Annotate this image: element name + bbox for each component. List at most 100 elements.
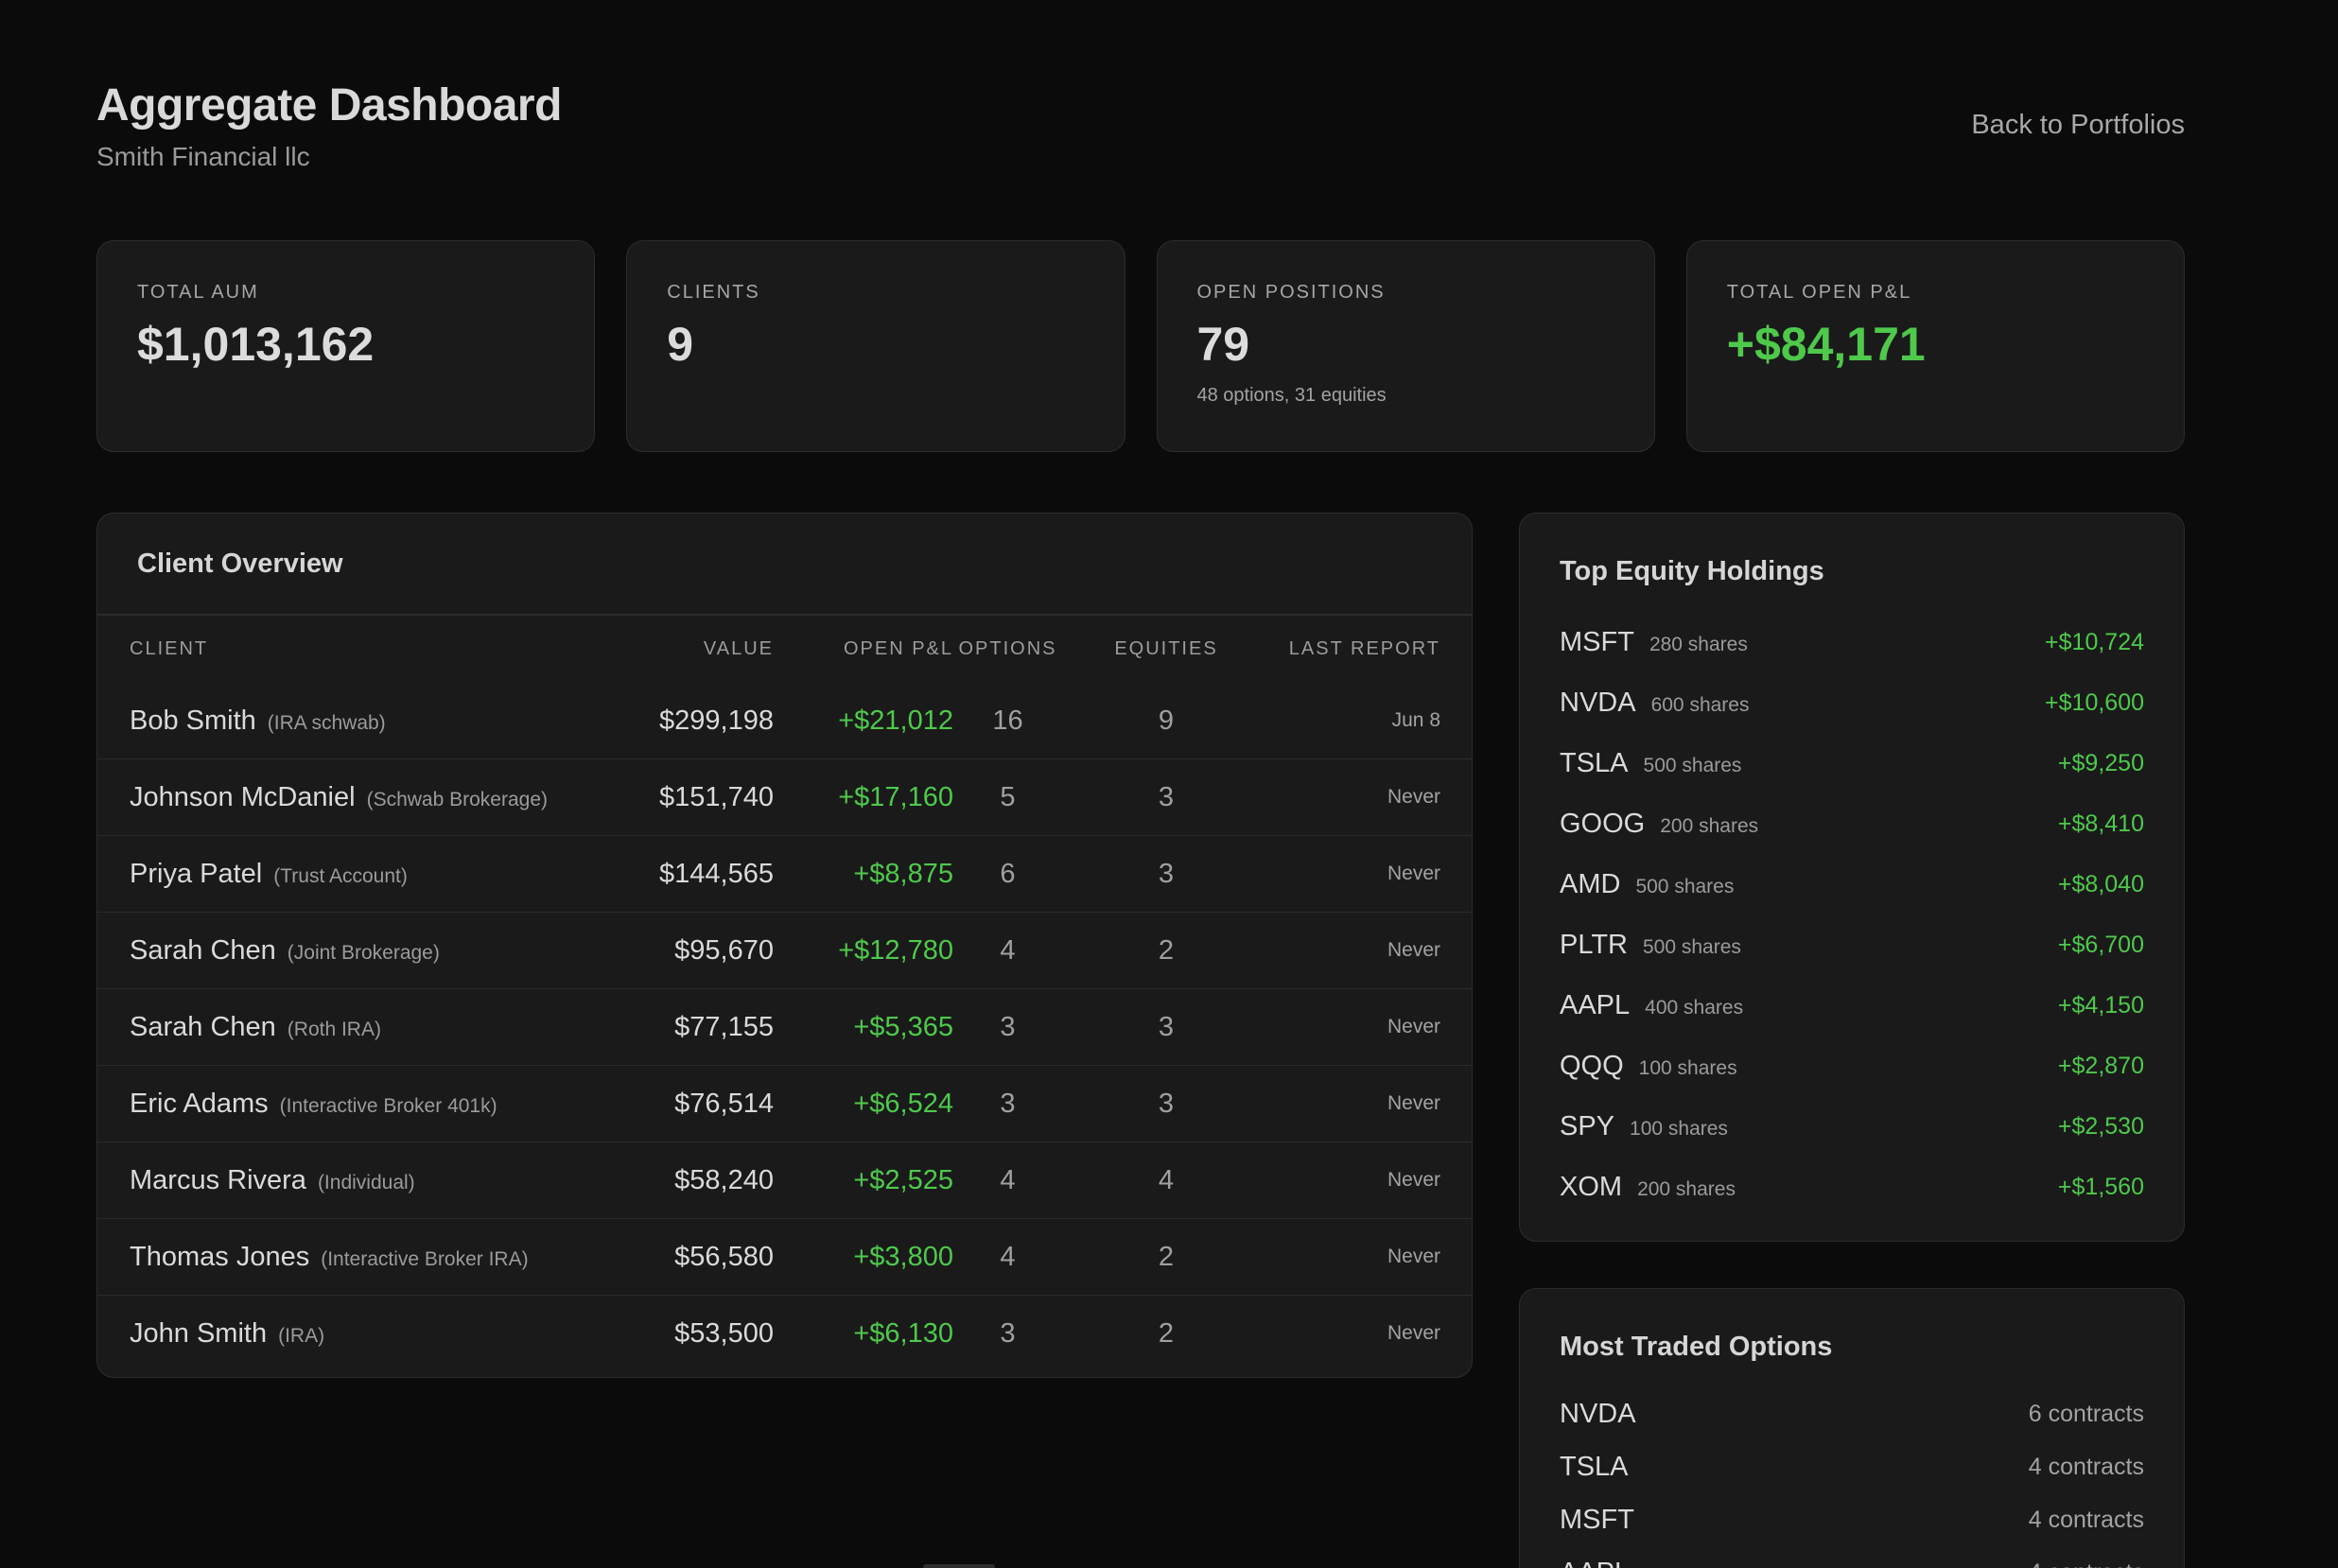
holding-symbol: QQQ [1560, 1050, 1624, 1081]
client-table: CLIENT VALUE OPEN P&L OPTIONS EQUITIES L… [97, 615, 1472, 1371]
account-type: (Trust Account) [273, 864, 408, 887]
holding-shares: 600 shares [1650, 693, 1750, 716]
client-options-count: 4 [1000, 1241, 1016, 1272]
client-name[interactable]: Thomas Jones [130, 1241, 310, 1272]
firm-name: Smith Financial llc [96, 142, 310, 171]
client-value: $76,514 [674, 1088, 774, 1119]
panel-title: Client Overview [137, 549, 343, 579]
client-value: $151,740 [659, 781, 774, 812]
holding-symbol: SPY [1560, 1110, 1615, 1141]
column-header-options: OPTIONS [958, 637, 1057, 659]
table-row[interactable]: Marcus Rivera (Individual) $58,240 +$2,52… [97, 1141, 1472, 1219]
holding-shares: 400 shares [1645, 996, 1744, 1019]
holding-symbol: XOM [1560, 1171, 1623, 1202]
account-type: (Individual) [317, 1171, 415, 1193]
client-options-count: 3 [1000, 1088, 1016, 1119]
table-row[interactable]: Sarah Chen (Roth IRA) $77,155 +$5,365 3 3… [97, 988, 1472, 1066]
client-last-report: Never [1387, 1092, 1440, 1114]
client-equities-count: 3 [1158, 858, 1175, 889]
client-value: $58,240 [674, 1164, 774, 1195]
client-value: $56,580 [674, 1241, 774, 1272]
client-equities-count: 9 [1158, 705, 1175, 736]
client-value: $77,155 [674, 1011, 774, 1042]
client-open-pnl: +$5,365 [853, 1011, 953, 1042]
column-header-value: VALUE [703, 637, 774, 659]
stats-row: TOTAL AUM $1,013,162 CLIENTS 9 OPEN POSI… [96, 240, 2185, 452]
client-last-report: Never [1387, 1169, 1440, 1191]
table-row[interactable]: John Smith (IRA) $53,500 +$6,130 3 2 Neve… [97, 1295, 1472, 1371]
option-symbol: MSFT [1560, 1504, 1634, 1535]
holding-shares: 100 shares [1638, 1056, 1737, 1079]
stat-card-clients: CLIENTS 9 [626, 240, 1125, 452]
holding-symbol: AAPL [1560, 989, 1631, 1020]
options-list: NVDA 6 contracts TSLA 4 contracts MSFT 4 co… [1560, 1387, 2144, 1568]
list-item: NVDA 600 shares +$10,600 [1560, 672, 2144, 733]
client-overview-panel: Client Overview CLIENT VALUE OPEN P&L OP… [96, 513, 1473, 1378]
account-type: (Interactive Broker 401k) [279, 1094, 497, 1117]
list-item: NVDA 6 contracts [1560, 1387, 2144, 1440]
client-name[interactable]: Priya Patel [130, 858, 263, 889]
client-options-count: 4 [1000, 934, 1016, 966]
table-row[interactable]: Johnson McDaniel (Schwab Brokerage) $151,… [97, 758, 1472, 836]
client-options-count: 16 [992, 705, 1023, 736]
client-last-report: Never [1387, 1322, 1440, 1344]
scroll-handle[interactable] [923, 1564, 995, 1568]
list-item: XOM 200 shares +$1,560 [1560, 1157, 2144, 1217]
client-open-pnl: +$3,800 [853, 1241, 953, 1272]
option-contracts: 4 contracts [2029, 1559, 2144, 1568]
table-row[interactable]: Bob Smith (IRA schwab) $299,198 +$21,012 … [97, 683, 1472, 759]
client-equities-count: 3 [1158, 1088, 1175, 1119]
client-last-report: Never [1387, 939, 1440, 961]
list-item: AMD 500 shares +$8,040 [1560, 854, 2144, 915]
holding-symbol: NVDA [1560, 687, 1636, 718]
column-header-last-report: LAST REPORT [1288, 637, 1440, 659]
client-name[interactable]: John Smith [130, 1317, 268, 1349]
stat-card-total-aum: TOTAL AUM $1,013,162 [96, 240, 596, 452]
holding-gain: +$2,870 [2057, 1052, 2144, 1079]
holding-gain: +$10,724 [2045, 628, 2144, 655]
client-options-count: 3 [1000, 1317, 1016, 1349]
table-row[interactable]: Priya Patel (Trust Account) $144,565 +$8,… [97, 835, 1472, 913]
stat-label: CLIENTS [667, 282, 760, 303]
list-item: SPY 100 shares +$2,530 [1560, 1096, 2144, 1157]
client-equities-count: 4 [1158, 1164, 1175, 1195]
option-contracts: 4 contracts [2028, 1506, 2144, 1533]
holding-shares: 200 shares [1637, 1177, 1736, 1200]
table-row[interactable]: Sarah Chen (Joint Brokerage) $95,670 +$12… [97, 912, 1472, 989]
table-row[interactable]: Eric Adams (Interactive Broker 401k) $76,… [97, 1065, 1472, 1142]
client-name[interactable]: Eric Adams [130, 1088, 269, 1119]
stat-label: TOTAL OPEN P&L [1726, 282, 1912, 303]
list-item: TSLA 500 shares +$9,250 [1560, 733, 2144, 793]
stat-value: +$84,171 [1726, 318, 1926, 371]
holding-gain: +$1,560 [2057, 1173, 2144, 1200]
account-type: (Roth IRA) [287, 1018, 381, 1040]
client-name[interactable]: Bob Smith [130, 705, 256, 736]
account-type: (Interactive Broker IRA) [321, 1247, 529, 1270]
stat-label: TOTAL AUM [137, 282, 259, 303]
client-name[interactable]: Marcus Rivera [130, 1164, 306, 1195]
back-to-portfolios-link[interactable]: Back to Portfolios [1971, 110, 2185, 140]
client-name[interactable]: Sarah Chen [130, 1011, 276, 1042]
client-equities-count: 2 [1158, 934, 1175, 966]
list-item: PLTR 500 shares +$6,700 [1560, 915, 2144, 975]
client-open-pnl: +$12,780 [838, 934, 953, 966]
option-symbol: NVDA [1560, 1398, 1636, 1429]
client-open-pnl: +$2,525 [853, 1164, 953, 1195]
client-name[interactable]: Johnson McDaniel [130, 781, 356, 812]
client-open-pnl: +$6,130 [853, 1317, 953, 1349]
client-name[interactable]: Sarah Chen [130, 934, 276, 966]
holding-symbol: TSLA [1560, 747, 1629, 778]
holding-symbol: AMD [1560, 868, 1621, 899]
client-options-count: 6 [1000, 858, 1016, 889]
option-symbol: TSLA [1560, 1451, 1629, 1482]
client-rows: Bob Smith (IRA schwab) $299,198 +$21,012 … [97, 683, 1472, 1371]
option-contracts: 6 contracts [2028, 1400, 2144, 1427]
holding-symbol: PLTR [1560, 929, 1628, 960]
holding-shares: 500 shares [1643, 754, 1742, 776]
stat-card-open-positions: OPEN POSITIONS 79 48 options, 31 equitie… [1156, 240, 1655, 452]
holding-shares: 100 shares [1630, 1117, 1728, 1140]
table-row[interactable]: Thomas Jones (Interactive Broker IRA) $56… [97, 1218, 1472, 1296]
page-header: Aggregate Dashboard Smith Financial llc … [96, 79, 2185, 183]
client-equities-count: 3 [1158, 1011, 1175, 1042]
holding-shares: 500 shares [1635, 875, 1735, 897]
